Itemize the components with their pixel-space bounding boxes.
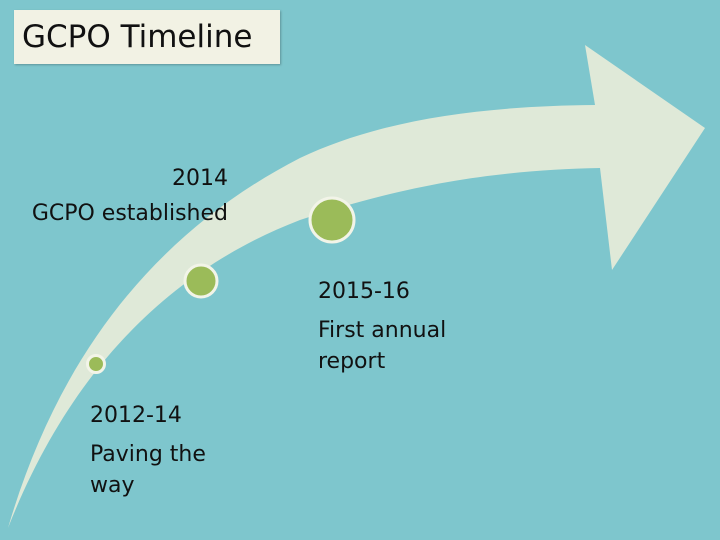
milestone-marker-2014	[183, 263, 219, 299]
milestone-description: First annual report	[318, 318, 447, 374]
milestone-description: Paving the way	[90, 442, 206, 498]
timeline-markers	[86, 196, 356, 374]
milestone-marker-2015	[308, 196, 356, 244]
milestone-description: GCPO established	[31, 201, 228, 226]
milestone-label-2012: 2012-14 Paving the way	[90, 400, 240, 501]
slide-title: GCPO Timeline	[14, 10, 280, 64]
milestone-year: 2012-14	[90, 403, 182, 428]
milestone-year: 2015-16	[318, 279, 410, 304]
milestone-marker-2012	[86, 354, 106, 374]
milestone-label-2014: 2014 GCPO established	[32, 163, 228, 229]
timeline-arrow	[8, 45, 705, 528]
milestone-label-2015: 2015-16 First annual report	[318, 276, 488, 377]
milestone-year: 2014	[172, 166, 228, 191]
